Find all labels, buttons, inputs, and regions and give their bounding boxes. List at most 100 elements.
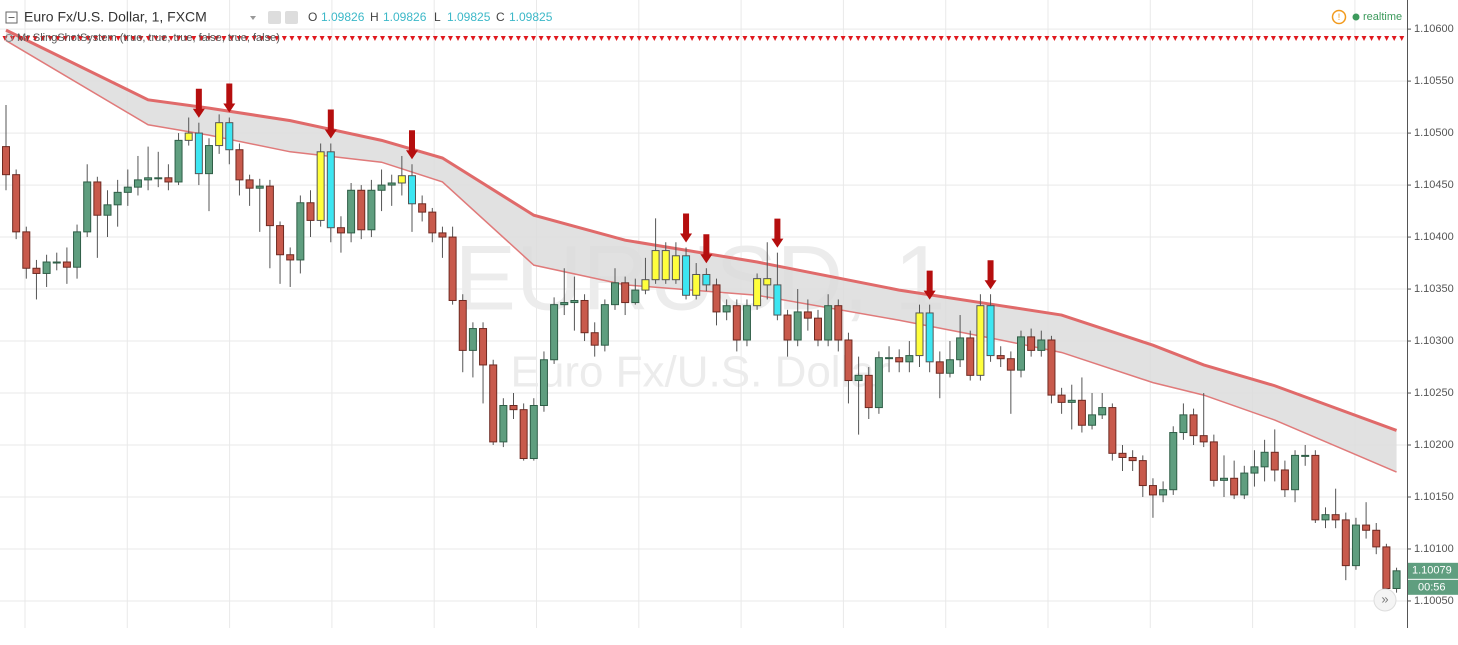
candle-body <box>773 284 782 316</box>
candle-body <box>32 267 41 274</box>
strip-triangle <box>470 36 476 41</box>
strip-triangle <box>1233 36 1239 41</box>
strip-triangle <box>674 36 680 41</box>
strip-triangle <box>508 36 514 41</box>
candle-body <box>966 337 975 376</box>
strip-triangle <box>734 36 740 41</box>
strip-triangle <box>825 36 831 41</box>
candle-body <box>986 305 995 357</box>
strip-triangle <box>349 36 355 41</box>
strip-triangle <box>848 36 854 41</box>
candle-body <box>803 311 812 319</box>
strip-triangle <box>636 36 642 41</box>
ohlc-label: C <box>496 10 505 24</box>
strip-triangle <box>168 36 174 41</box>
strip-triangle <box>357 36 363 41</box>
settings-icon[interactable] <box>268 11 281 24</box>
strip-triangle <box>372 36 378 41</box>
format-icon[interactable] <box>285 11 298 24</box>
strip-triangle <box>123 36 129 41</box>
candle-body <box>1067 399 1076 403</box>
strip-triangle <box>1104 36 1110 41</box>
candle-body <box>580 299 589 334</box>
strip-triangle <box>78 36 83 41</box>
strip-triangle <box>583 36 589 41</box>
candle-body <box>925 312 934 363</box>
status-text: realtime <box>1363 11 1402 23</box>
candle-body <box>834 305 843 341</box>
strip-triangle <box>417 36 423 41</box>
candle-body <box>1240 472 1249 496</box>
signal-arrow <box>923 270 936 300</box>
candle-body <box>641 279 650 291</box>
candle-body <box>1372 529 1381 548</box>
strip-triangle <box>908 36 914 41</box>
strip-triangle <box>1376 36 1382 41</box>
strip-triangle <box>402 36 408 41</box>
strip-triangle <box>191 36 197 41</box>
strip-triangle <box>1331 36 1337 41</box>
strip-triangle <box>145 36 151 41</box>
strip-triangle <box>334 36 340 41</box>
candle-body <box>1382 546 1391 589</box>
strip-triangle <box>289 36 295 41</box>
strip-triangle <box>153 36 159 41</box>
strip-triangle <box>1029 36 1035 41</box>
candle-body <box>428 211 437 234</box>
strip-triangle <box>553 36 559 41</box>
strip-triangle <box>1353 36 1359 41</box>
candle-body <box>560 302 569 306</box>
strip-triangle <box>1346 36 1352 41</box>
candle-body <box>194 132 203 175</box>
candle-body <box>22 231 31 269</box>
last-price-label: 1.10079 <box>1412 565 1452 577</box>
scroll-button[interactable] <box>1373 588 1397 612</box>
dropdown-caret[interactable] <box>250 16 256 20</box>
strip-triangle <box>251 36 257 41</box>
candle-body <box>763 278 772 286</box>
strip-triangle <box>206 36 212 41</box>
candle-body <box>1179 414 1188 434</box>
collapse-button[interactable] <box>5 11 18 24</box>
candle-body <box>1270 451 1279 471</box>
strip-triangle <box>704 36 710 41</box>
candle-body <box>611 282 619 306</box>
candle-body <box>184 132 193 141</box>
strip-triangle <box>712 36 718 41</box>
strip-triangle <box>961 36 967 41</box>
candle-body <box>1280 469 1289 491</box>
strip-triangle <box>1248 36 1254 41</box>
strip-triangle <box>946 36 952 41</box>
candle-body <box>1088 414 1097 426</box>
candle-body <box>408 175 416 205</box>
y-tick-label: 1.10400 <box>1414 231 1454 243</box>
candle-body <box>367 189 376 231</box>
watermark-name: Euro Fx/U.S. Dollar <box>511 348 890 397</box>
strip-triangle <box>1270 36 1276 41</box>
strip-triangle <box>274 36 280 41</box>
y-tick-label: 1.10350 <box>1414 283 1454 295</box>
strip-triangle <box>629 36 635 41</box>
scroll-icon: » <box>1381 591 1388 606</box>
strip-triangle <box>1240 36 1246 41</box>
candle-body <box>1098 407 1107 416</box>
warning-icon[interactable] <box>1331 9 1347 25</box>
indicator-icon[interactable] <box>5 34 13 42</box>
candle-body <box>1108 407 1117 454</box>
strip-triangle <box>1361 36 1367 41</box>
status-dot <box>1352 13 1360 21</box>
strip-triangle <box>425 36 431 41</box>
strip-triangle <box>47 36 53 41</box>
strip-triangle <box>40 36 46 41</box>
strip-triangle <box>70 36 76 41</box>
candle-body <box>1006 358 1015 371</box>
strip-triangle <box>115 36 121 41</box>
warning-mark: ! <box>1338 12 1341 22</box>
envelope-upper <box>5 28 1398 432</box>
candle-body <box>895 357 904 363</box>
strip-triangle <box>780 36 786 41</box>
strip-triangle <box>281 36 287 41</box>
strip-triangle <box>387 36 393 41</box>
strip-triangle <box>1157 36 1163 41</box>
strip-triangle <box>1006 36 1012 41</box>
